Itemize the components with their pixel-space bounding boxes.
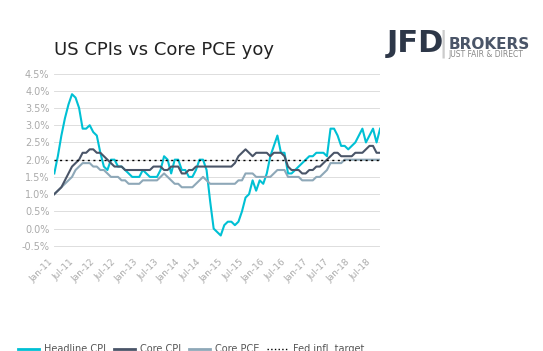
Text: BROKERS: BROKERS [449, 37, 530, 52]
Legend: Headline CPI, Core CPI, Core PCE, Fed infl. target: Headline CPI, Core CPI, Core PCE, Fed in… [14, 340, 369, 351]
Text: JUST FAIR & DIRECT: JUST FAIR & DIRECT [449, 50, 523, 59]
Text: JFD: JFD [387, 29, 444, 58]
Text: US CPIs vs Core PCE yoy: US CPIs vs Core PCE yoy [54, 41, 274, 59]
Text: |: | [439, 29, 448, 58]
